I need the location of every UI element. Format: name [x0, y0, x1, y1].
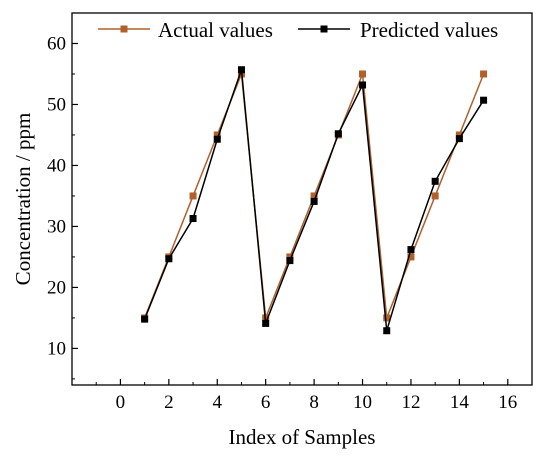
x-tick-label: 2 [164, 392, 174, 413]
data-point-predicted-values [310, 197, 318, 205]
x-tick-label: 10 [353, 392, 372, 413]
x-tick-label: 12 [401, 392, 420, 413]
series-predicted-values [141, 66, 488, 335]
series-layer [141, 66, 488, 335]
y-tick-label: 60 [47, 33, 66, 54]
data-point-predicted-values [189, 215, 197, 223]
plot-frame [71, 12, 533, 386]
y-tick-label: 10 [47, 338, 66, 359]
data-point-actual-values [359, 70, 367, 78]
x-axis-title: Index of Samples [229, 425, 376, 449]
data-point-actual-values [310, 192, 318, 200]
legend: Actual values Predicted values [98, 18, 498, 42]
data-point-actual-values [189, 192, 197, 200]
legend-marker-predicted-values [320, 25, 328, 33]
data-point-actual-values [383, 314, 391, 322]
data-point-actual-values [431, 192, 439, 200]
data-point-predicted-values [407, 246, 415, 254]
data-point-predicted-values [237, 66, 245, 74]
data-point-predicted-values [480, 96, 488, 104]
data-point-predicted-values [359, 81, 367, 89]
x-tick-label: 14 [450, 392, 470, 413]
legend-label-predicted-values: Predicted values [360, 18, 498, 42]
legend-marker-actual-values [120, 25, 128, 33]
y-axis-ticks: 10 20 30 40 50 60 [47, 33, 78, 380]
y-tick-label: 30 [47, 216, 66, 237]
x-axis-ticks: 0 2 4 6 8 10 12 14 16 [95, 379, 517, 413]
y-axis-title: Concentration / ppm [11, 113, 35, 286]
data-point-actual-values [480, 70, 488, 78]
data-point-predicted-values [455, 135, 463, 143]
x-tick-label: 16 [498, 392, 517, 413]
data-point-predicted-values [431, 177, 439, 185]
data-point-predicted-values [383, 327, 391, 335]
data-point-predicted-values [334, 130, 342, 138]
data-point-predicted-values [213, 135, 221, 143]
x-tick-label: 6 [261, 392, 271, 413]
data-point-actual-values [213, 131, 221, 139]
data-point-predicted-values [141, 315, 149, 323]
data-point-predicted-values [286, 257, 294, 265]
legend-label-actual-values: Actual values [158, 18, 273, 42]
x-tick-label: 0 [116, 392, 126, 413]
data-point-predicted-values [262, 319, 270, 327]
series-actual-values [141, 70, 488, 322]
x-tick-label: 8 [309, 392, 319, 413]
data-point-actual-values [407, 253, 415, 261]
y-tick-label: 50 [47, 94, 66, 115]
y-tick-label: 40 [47, 155, 66, 176]
data-point-actual-values [455, 131, 463, 139]
y-tick-label: 20 [47, 277, 66, 298]
data-point-actual-values [286, 253, 294, 261]
x-tick-label: 4 [213, 392, 223, 413]
data-point-predicted-values [165, 255, 173, 263]
